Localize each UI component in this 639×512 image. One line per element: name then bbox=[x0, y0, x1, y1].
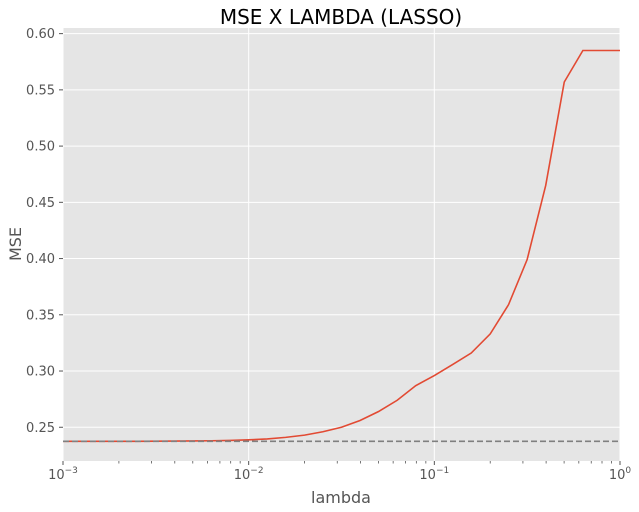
y-tick-label: 0.30 bbox=[26, 365, 55, 380]
y-tick-label: 0.60 bbox=[26, 27, 55, 42]
series-group bbox=[63, 49, 620, 443]
y-axis-label: MSE bbox=[6, 227, 25, 261]
y-tick-label: 0.40 bbox=[26, 252, 55, 267]
x-tick-label: 10−2 bbox=[234, 466, 264, 483]
x-tick-label: 10−3 bbox=[48, 466, 78, 483]
chart-title: MSE X LAMBDA (LASSO) bbox=[220, 5, 462, 29]
y-tick-label: 0.55 bbox=[26, 83, 55, 98]
y-tick-label: 0.35 bbox=[26, 308, 55, 323]
x-tick-label: 100 bbox=[609, 466, 632, 483]
y-tick-label: 0.45 bbox=[26, 196, 55, 211]
y-tick-label: 0.50 bbox=[26, 140, 55, 155]
plot-area bbox=[63, 28, 620, 461]
x-axis-label: lambda bbox=[311, 488, 371, 507]
y-tick-label: 0.25 bbox=[26, 421, 55, 436]
x-axis: 10−3 10−2 10−1 100 bbox=[48, 461, 631, 483]
x-tick-label: 10−1 bbox=[419, 466, 449, 483]
y-axis: 0.25 0.30 0.35 0.40 0.45 0.50 0.55 0.60 bbox=[26, 27, 63, 436]
